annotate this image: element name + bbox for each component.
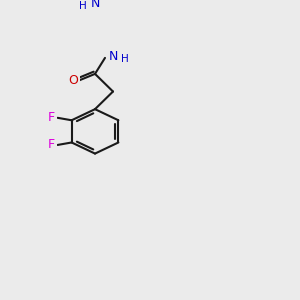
Text: O: O (68, 74, 78, 87)
Text: N: N (108, 50, 118, 63)
Text: F: F (48, 111, 55, 124)
Text: H: H (121, 54, 129, 64)
Text: F: F (48, 138, 55, 152)
Text: H: H (79, 1, 87, 11)
Text: N: N (90, 0, 100, 10)
